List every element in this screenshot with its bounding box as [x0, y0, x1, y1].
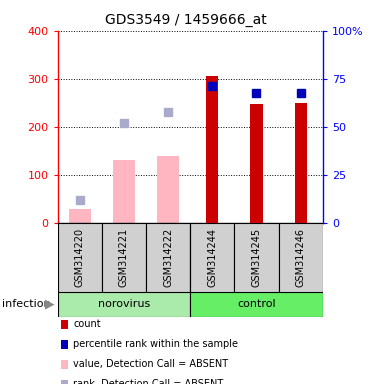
Bar — [146, 223, 190, 292]
Bar — [190, 292, 323, 317]
Text: rank, Detection Call = ABSENT: rank, Detection Call = ABSENT — [73, 379, 224, 384]
Text: GSM314245: GSM314245 — [252, 228, 262, 287]
Text: ▶: ▶ — [45, 298, 55, 311]
Bar — [250, 104, 263, 223]
Text: GSM314246: GSM314246 — [296, 228, 306, 287]
Bar — [295, 103, 307, 223]
Bar — [206, 76, 218, 223]
Bar — [234, 223, 279, 292]
Text: control: control — [237, 299, 276, 310]
Bar — [113, 161, 135, 223]
Bar — [58, 223, 102, 292]
Bar — [58, 292, 190, 317]
Bar — [190, 223, 234, 292]
Text: infection: infection — [2, 299, 50, 310]
Bar — [69, 209, 91, 223]
Text: GSM314220: GSM314220 — [75, 228, 85, 287]
Text: GDS3549 / 1459666_at: GDS3549 / 1459666_at — [105, 13, 266, 27]
Text: GSM314221: GSM314221 — [119, 228, 129, 287]
Bar — [279, 223, 323, 292]
Text: value, Detection Call = ABSENT: value, Detection Call = ABSENT — [73, 359, 229, 369]
Text: norovirus: norovirus — [98, 299, 150, 310]
Text: percentile rank within the sample: percentile rank within the sample — [73, 339, 238, 349]
Bar — [102, 223, 146, 292]
Text: count: count — [73, 319, 101, 329]
Bar — [157, 157, 179, 223]
Text: GSM314222: GSM314222 — [163, 228, 173, 287]
Text: GSM314244: GSM314244 — [207, 228, 217, 287]
